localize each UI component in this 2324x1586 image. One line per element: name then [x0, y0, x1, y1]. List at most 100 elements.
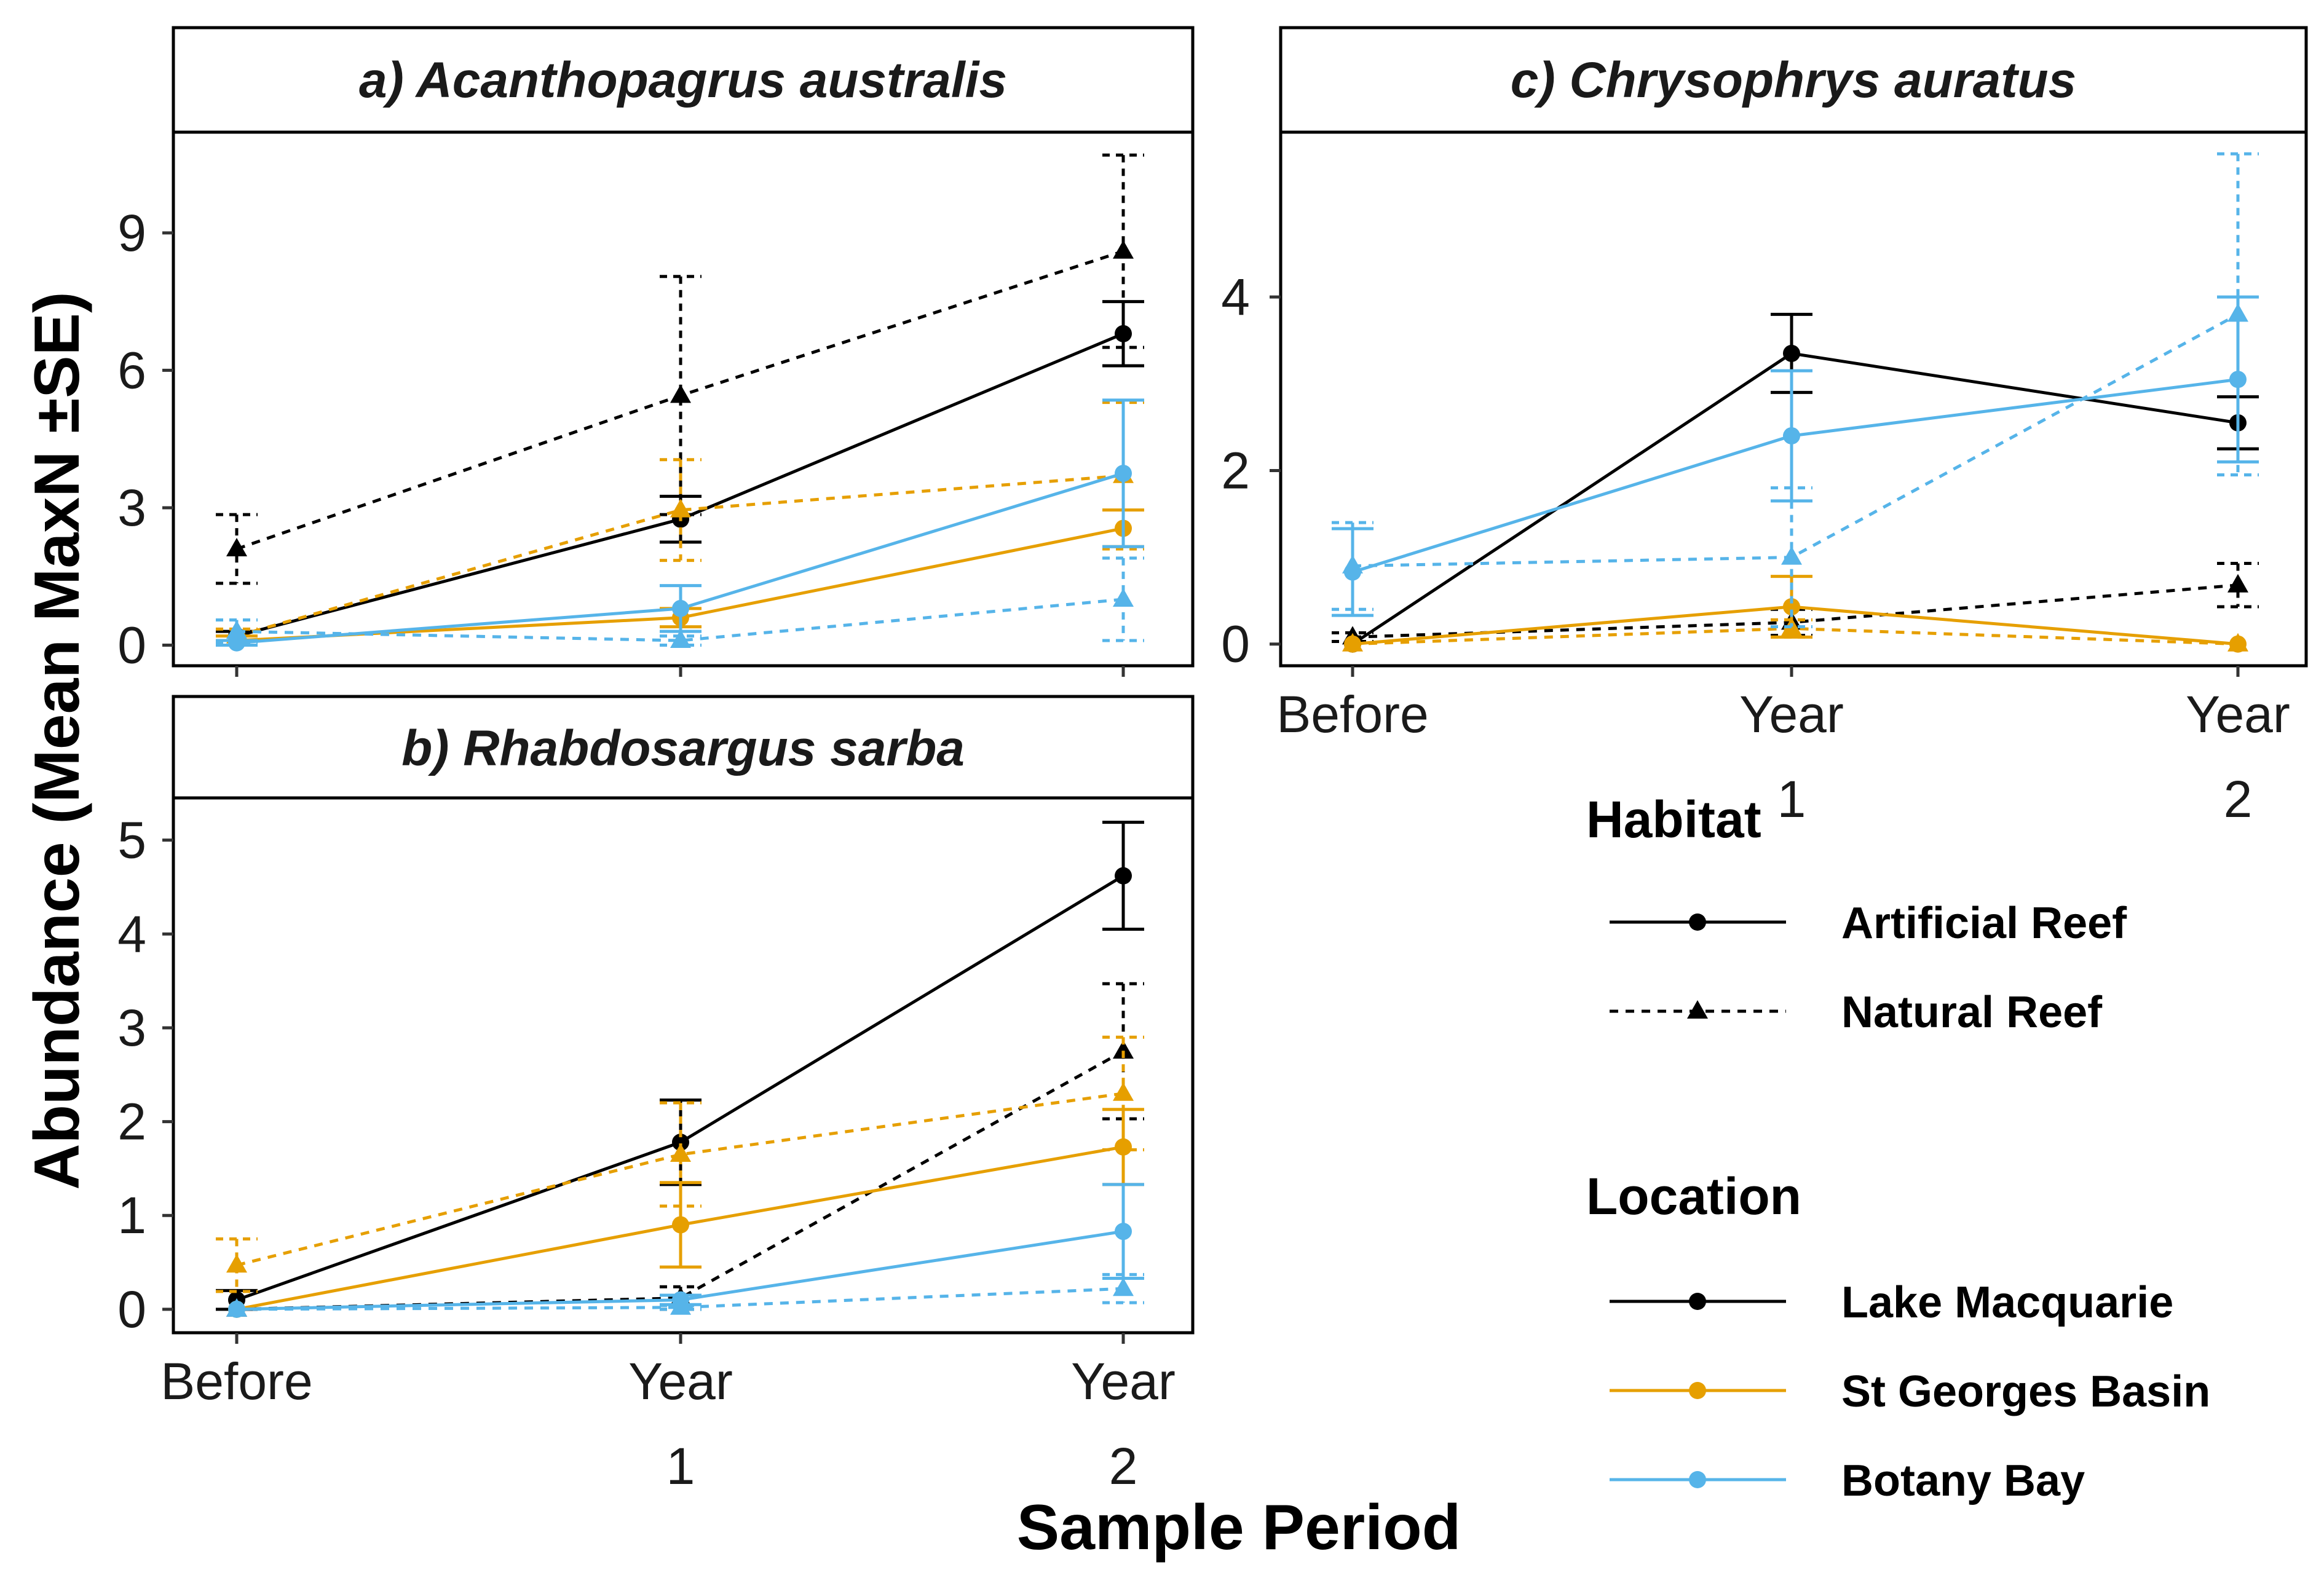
data-point-triangle [1342, 633, 1363, 652]
x-tick-label: 2 [1109, 1437, 1138, 1495]
legend-habitat-items: Artificial Reef Natural Reef [1610, 899, 2127, 1037]
legend-key-triangle [1687, 1000, 1708, 1019]
panel-c-marks: 0 2 4 Before Year 1 Year 2 [1221, 152, 2290, 828]
legend-location-botany-bay: Botany Bay [1610, 1456, 2085, 1505]
x-tick-label: Year [1739, 685, 1844, 743]
panel-a-title: a) Acanthopagrus australis [359, 52, 1007, 108]
data-point-triangle [670, 1296, 691, 1315]
legend-location-label: Botany Bay [1841, 1456, 2085, 1505]
legend-location-lake-macquarie: Lake Macquarie [1610, 1278, 2173, 1327]
series-line [236, 1092, 1124, 1267]
panel-b-strip [172, 695, 1195, 800]
legend-habitat-label: Artificial Reef [1841, 899, 2127, 948]
legend-key-circle [1689, 1293, 1706, 1310]
legend-key-circle [1689, 1471, 1706, 1488]
legend-key-circle [1689, 913, 1706, 931]
y-tick-label: 4 [117, 905, 146, 963]
y-tick-label: 2 [1221, 441, 1250, 499]
series-st-georges-basin-natural-reef [216, 1035, 1144, 1293]
data-point-triangle [670, 384, 691, 403]
y-tick-label: 3 [117, 999, 146, 1057]
y-tick-label: 1 [117, 1186, 146, 1244]
data-point-triangle [226, 1298, 247, 1317]
data-point-triangle [226, 538, 247, 557]
data-point-triangle [1113, 1040, 1134, 1059]
legend-location-title: Location [1586, 1167, 1801, 1225]
y-tick-label: 2 [117, 1093, 146, 1151]
legend: Habitat Artificial Reef Natural Reef Loca… [1586, 791, 2210, 1505]
panel-b: b) Rhabdosargus sarba 0 1 2 3 4 5 Before Year 1 Y… [117, 695, 1195, 1495]
y-tick-label: 0 [117, 1280, 146, 1338]
legend-location-label: St Georges Basin [1841, 1367, 2210, 1416]
x-tick-label: Before [1276, 685, 1429, 743]
x-tick-label: 1 [666, 1437, 695, 1495]
legend-location-label: Lake Macquarie [1841, 1278, 2173, 1327]
y-axis-title: Abundance (Mean MaxN ±SE) [22, 291, 93, 1190]
data-point-triangle [226, 1254, 247, 1273]
data-point-circle [2229, 371, 2247, 389]
x-axis-title: Sample Period [1017, 1492, 1461, 1563]
y-tick-label: 9 [117, 204, 146, 262]
series-botany-bay-natural-reef [1332, 152, 2259, 628]
data-point-triangle [2227, 633, 2248, 652]
y-tick-label: 3 [117, 479, 146, 537]
legend-location-st-georges-basin: St Georges Basin [1610, 1367, 2210, 1416]
data-point-triangle [1113, 1277, 1134, 1296]
series-botany-bay-natural-reef [226, 1272, 1144, 1317]
x-tick-label: 1 [1777, 770, 1806, 828]
data-point-triangle [2227, 303, 2248, 322]
panel-c-strip [1279, 26, 2308, 134]
y-tick-label: 6 [117, 341, 146, 399]
data-point-circle [1115, 867, 1132, 885]
panel-c-plot-area [1279, 130, 2308, 668]
y-tick-label: 0 [1221, 615, 1250, 673]
data-point-triangle [670, 629, 691, 649]
data-point-circle [1783, 344, 1800, 362]
data-point-circle [672, 1216, 689, 1234]
y-tick-label: 5 [117, 811, 146, 869]
legend-location-items: Lake Macquarie St Georges Basin Botany Bay [1610, 1278, 2210, 1505]
y-tick-label: 4 [1221, 268, 1250, 326]
panel-c: c) Chrysophrys auratus 0 2 4 Before Year 1 Yea… [1221, 26, 2308, 828]
legend-key-circle [1689, 1382, 1706, 1399]
data-point-circle [1783, 427, 1800, 444]
legend-habitat-title: Habitat [1586, 791, 1761, 848]
panel-b-marks: 0 1 2 3 4 5 Before Year 1 Year 2 [117, 811, 1176, 1495]
error-bar [660, 1101, 702, 1208]
error-bar [216, 1237, 258, 1293]
error-bar [2217, 152, 2259, 476]
data-point-triangle [670, 1143, 691, 1162]
data-point-circle [1783, 598, 1800, 616]
data-point-triangle [1342, 554, 1363, 574]
data-point-triangle [1113, 240, 1134, 259]
series-line [236, 598, 1124, 642]
data-point-circle [1115, 465, 1132, 483]
x-tick-label: Year [628, 1352, 733, 1410]
data-point-triangle [1113, 1082, 1134, 1101]
series-botany-bay-artificial-reef [1332, 295, 2259, 617]
data-point-triangle [226, 620, 247, 639]
data-point-circle [1115, 1223, 1132, 1241]
legend-habitat-label: Natural Reef [1841, 988, 2103, 1037]
x-tick-label: 2 [2224, 770, 2253, 828]
panel-a: a) Acanthopagrus australis 0 3 6 9 [117, 26, 1195, 677]
series-line [236, 1287, 1124, 1311]
data-point-circle [672, 1134, 689, 1151]
x-tick-label: Before [160, 1352, 313, 1410]
legend-habitat-artificial-reef: Artificial Reef [1610, 899, 2127, 948]
error-bar [2217, 561, 2259, 609]
panel-a-marks: 0 3 6 9 [117, 153, 1144, 677]
data-point-triangle [1781, 546, 1802, 565]
panel-c-title: c) Chrysophrys auratus [1511, 52, 2077, 108]
series-botany-bay-artificial-reef [216, 398, 1144, 652]
panel-a-strip [172, 26, 1195, 134]
y-tick-label: 0 [117, 616, 146, 674]
x-tick-label: Year [1071, 1352, 1176, 1410]
data-point-triangle [670, 499, 691, 518]
legend-habitat-natural-reef: Natural Reef [1610, 988, 2103, 1037]
series-st-georges-basin-natural-reef [1342, 617, 2248, 652]
panel-b-title: b) Rhabdosargus sarba [401, 720, 965, 776]
series-botany-bay-natural-reef [216, 556, 1144, 649]
series-line [236, 474, 1124, 637]
